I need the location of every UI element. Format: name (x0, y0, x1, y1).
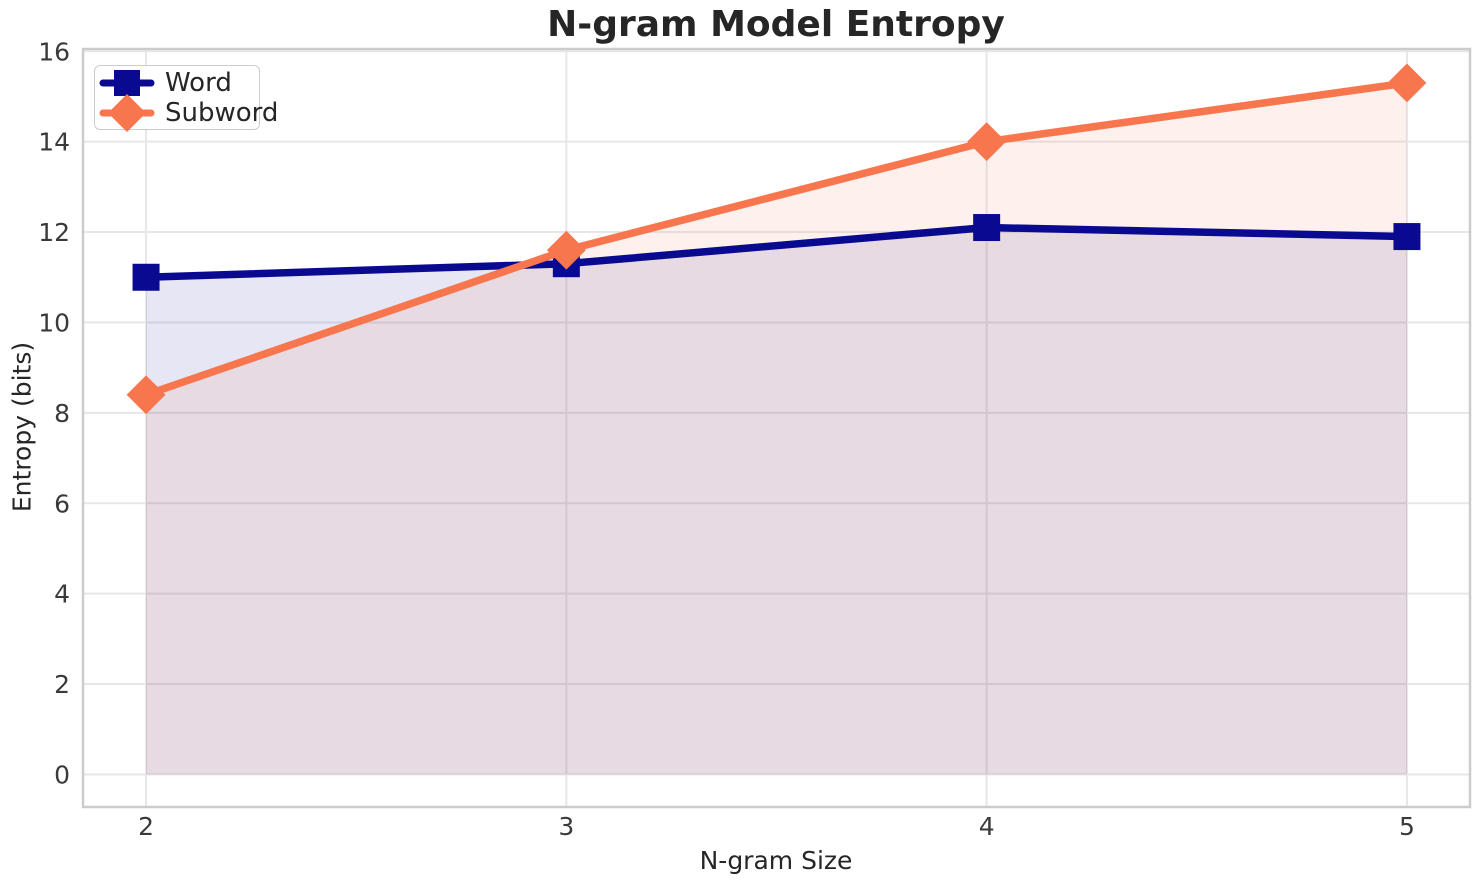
marker-word (973, 214, 1001, 242)
legend-item-subword: Subword (95, 94, 278, 132)
line-subword (142, 79, 1411, 399)
y-tick-label: 16 (38, 37, 70, 66)
diamond-marker-icon (99, 94, 155, 132)
x-tick-label: 5 (1399, 812, 1415, 841)
y-tick-label: 14 (38, 128, 70, 157)
legend: Word Subword (94, 65, 278, 132)
x-tick-label: 3 (558, 812, 574, 841)
marker-subword (546, 230, 586, 270)
axes-spines (81, 47, 1472, 809)
y-tick-label: 8 (54, 399, 70, 428)
marker-word (1393, 223, 1421, 251)
x-tick-label: 2 (138, 812, 154, 841)
y-tick-label: 6 (54, 489, 70, 518)
marker-subword (1387, 63, 1427, 103)
legend-label: Subword (165, 98, 279, 128)
y-axis-label: Entropy (bits) (7, 341, 37, 513)
area-fill-subword (146, 82, 1407, 775)
line-word (142, 223, 1411, 282)
y-tick-label: 12 (38, 218, 70, 247)
y-tick-label: 0 (54, 760, 70, 789)
square-marker-icon (99, 70, 155, 96)
y-tick-label: 2 (54, 670, 70, 699)
area-fill-word (146, 227, 1407, 775)
chart-title: N-gram Model Entropy (547, 4, 1005, 45)
y-tick-label: 4 (54, 580, 70, 609)
marker-subword (967, 122, 1007, 162)
marker-word (132, 263, 160, 291)
y-tick-label: 10 (38, 308, 70, 337)
x-axis-label: N-gram Size (699, 846, 853, 875)
marker-subword (126, 375, 166, 415)
legend-label: Word (165, 68, 232, 98)
x-tick-label: 4 (979, 812, 995, 841)
legend-item-word: Word (95, 68, 259, 98)
